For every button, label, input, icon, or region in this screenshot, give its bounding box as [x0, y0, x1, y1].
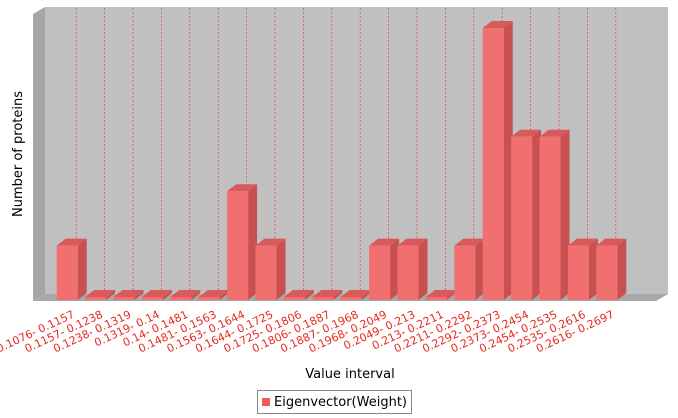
bar: [567, 238, 598, 300]
legend-swatch: [262, 398, 270, 406]
legend: Eigenvector(Weight): [257, 390, 412, 414]
plot-left-wall: [33, 7, 45, 301]
bar: [113, 290, 144, 300]
bar: [170, 290, 201, 300]
bar: [539, 129, 570, 300]
bar: [198, 290, 229, 300]
bar: [56, 238, 87, 300]
bar: [141, 290, 172, 300]
y-axis-label: Number of proteins: [11, 91, 26, 217]
bar: [596, 238, 627, 300]
bar: [454, 238, 485, 300]
x-axis-label: Value interval: [305, 367, 394, 382]
bar: [482, 21, 513, 300]
bar: [283, 290, 314, 300]
legend-series-name: Eigenvector(Weight): [274, 394, 407, 410]
bar: [369, 238, 400, 300]
bar: [425, 290, 456, 300]
bar: [255, 238, 286, 300]
bar: [397, 238, 428, 300]
bar: [312, 290, 343, 300]
bar: [340, 290, 371, 300]
bar: [511, 129, 542, 300]
bar: [227, 184, 258, 300]
bar: [85, 290, 116, 300]
